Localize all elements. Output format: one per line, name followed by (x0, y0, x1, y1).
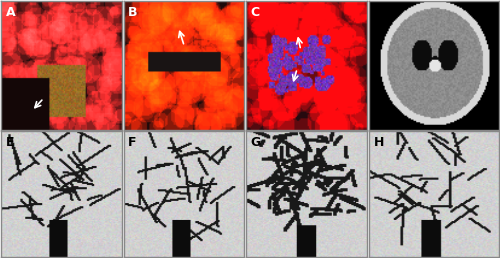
Text: A: A (6, 6, 16, 19)
Text: H: H (374, 136, 384, 149)
Text: E: E (6, 136, 14, 149)
Text: F: F (128, 136, 137, 149)
Text: C: C (251, 6, 260, 19)
Text: D: D (374, 6, 384, 19)
Text: B: B (128, 6, 138, 19)
Text: G: G (251, 136, 261, 149)
